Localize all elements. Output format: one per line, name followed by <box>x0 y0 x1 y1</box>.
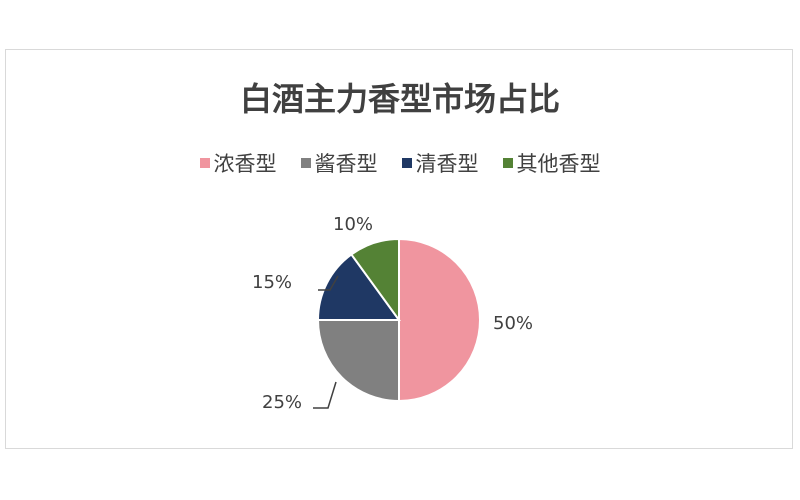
data-label-0: 50% <box>493 313 533 334</box>
data-label-3: 10% <box>333 214 373 235</box>
legend-item: 清香型 <box>401 148 479 178</box>
leader-line <box>313 381 337 409</box>
legend-item: 浓香型 <box>199 148 277 178</box>
leader-line <box>318 275 339 291</box>
data-label-2: 15% <box>252 272 292 293</box>
data-label-1: 25% <box>262 392 302 413</box>
legend-label: 其他香型 <box>516 152 601 176</box>
legend-swatch <box>401 158 412 168</box>
legend: 浓香型 酱香型 清香型 其他香型 <box>0 148 800 178</box>
legend-label: 浓香型 <box>213 152 277 176</box>
legend-swatch <box>300 158 311 168</box>
pie-slice-0 <box>398 237 481 403</box>
legend-item: 其他香型 <box>502 148 601 178</box>
chart-area <box>5 49 793 449</box>
pie-slice-3 <box>349 237 400 324</box>
chart-title: 白酒主力香型市场占比 <box>239 80 560 118</box>
legend-swatch <box>502 158 513 168</box>
legend-item: 酱香型 <box>300 148 378 178</box>
legend-label: 清香型 <box>415 152 479 176</box>
pie-slice-2 <box>316 253 401 321</box>
legend-swatch <box>199 158 210 168</box>
pie-slice-1 <box>316 319 400 403</box>
legend-label: 酱香型 <box>314 152 378 176</box>
